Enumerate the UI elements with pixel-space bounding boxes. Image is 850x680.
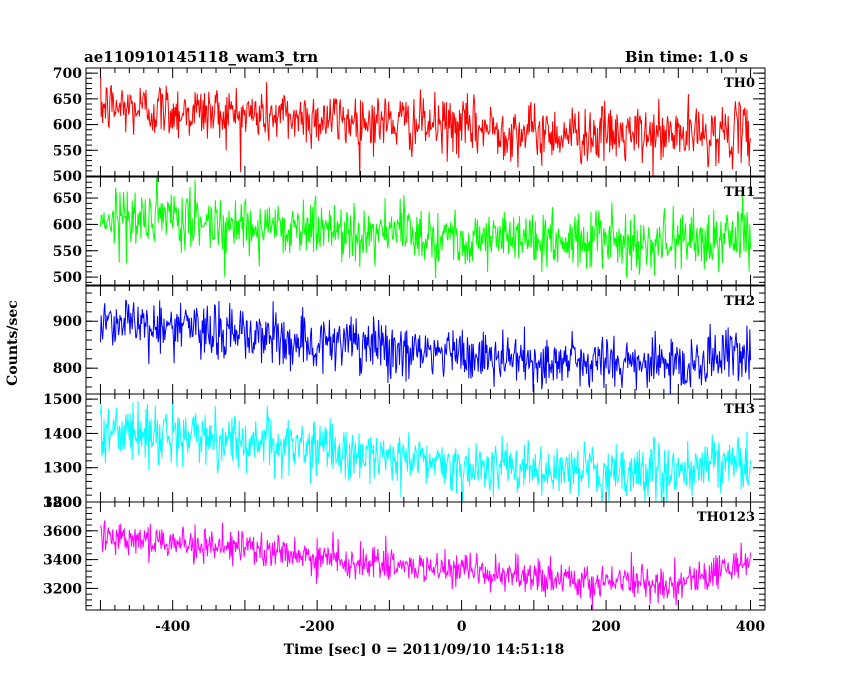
x-tick-label: 200 — [591, 619, 620, 635]
x-tick-label: 400 — [736, 619, 765, 635]
x-tick-label: -400 — [155, 619, 190, 635]
x-tick-label: 0 — [457, 619, 467, 635]
y-tick-label: 3400 — [43, 553, 82, 569]
series-label-th1: TH1 — [724, 185, 755, 200]
series-label-th0123: TH0123 — [697, 510, 755, 525]
panel-th3: 1200 1300 1400 1500 TH3 — [43, 392, 766, 511]
y-tick-label: 800 — [53, 361, 82, 377]
y-tick-label: 3800 — [43, 495, 82, 511]
panel-th1: 500 550 600 650 TH1 — [53, 176, 766, 286]
series-line-th0123 — [99, 520, 752, 610]
series-label-th2: TH2 — [724, 294, 755, 309]
series-line-th0 — [99, 68, 752, 176]
bin-time-label: Bin time: 1.0 s — [625, 48, 748, 66]
y-tick-label: 700 — [53, 66, 82, 82]
y-tick-label: 500 — [53, 169, 82, 185]
y-tick-label: 1300 — [43, 461, 82, 477]
series-label-th0: TH0 — [724, 76, 755, 91]
panel-frame — [85, 501, 766, 611]
y-tick-label: 1500 — [43, 392, 82, 408]
series-label-th3: TH3 — [724, 402, 755, 417]
y-tick-label: 550 — [53, 244, 82, 260]
y-tick-label: 3600 — [43, 524, 82, 540]
x-tick-label: -200 — [300, 619, 335, 635]
panel-th0123: 3200 3400 3600 3800 TH0123 — [43, 495, 766, 611]
y-tick-label: 500 — [53, 270, 82, 286]
x-axis-label: Time [sec] 0 = 2011/09/10 14:51:18 — [284, 642, 565, 658]
y-tick-label: 650 — [53, 92, 82, 108]
series-line-th1 — [99, 177, 752, 279]
y-tick-label: 900 — [53, 314, 82, 330]
y-tick-label: 600 — [53, 118, 82, 134]
panel-frame — [85, 67, 766, 177]
y-tick-label: 600 — [53, 217, 82, 233]
y-tick-label: 1400 — [43, 426, 82, 442]
series-line-th2 — [99, 299, 752, 394]
panels-group: 500 550 600 650 700 TH0 500 550 600 650 TH1 800 900 T… — [43, 66, 766, 635]
y-axis-label: Counts/sec — [5, 300, 21, 386]
panel-frame — [85, 176, 766, 286]
y-tick-label: 550 — [53, 143, 82, 159]
y-tick-label: 1200 — [43, 495, 82, 511]
y-tick-label: 650 — [53, 191, 82, 207]
figure-title: ae110910145118_wam3_trn — [84, 48, 318, 66]
panel-th0: 500 550 600 650 700 TH0 — [53, 66, 766, 185]
y-tick-label: 3200 — [43, 581, 82, 597]
panel-th2: 800 900 TH2 — [53, 285, 766, 395]
series-line-th3 — [99, 399, 752, 502]
